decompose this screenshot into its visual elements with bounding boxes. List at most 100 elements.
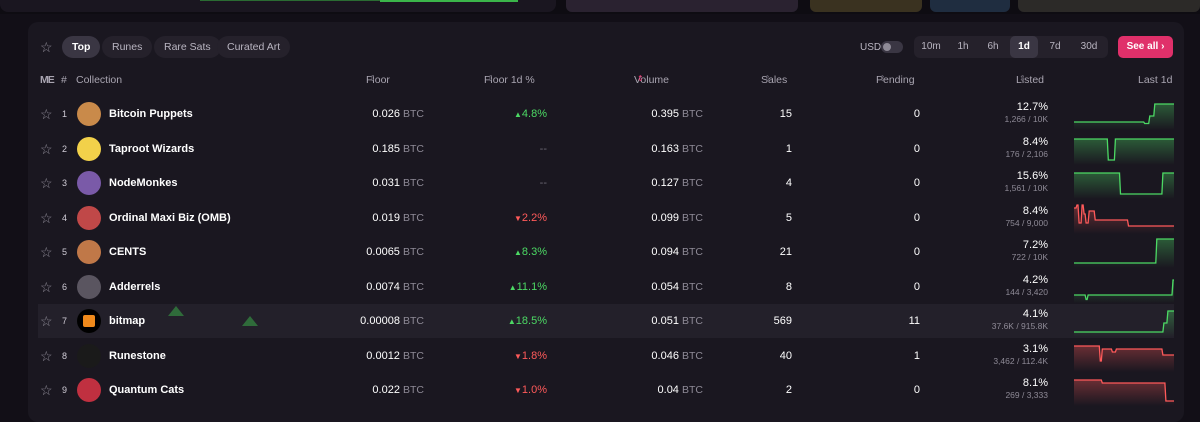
header-rank: # xyxy=(61,74,67,86)
collection-avatar[interactable] xyxy=(77,205,101,230)
pending-value: 0 xyxy=(913,177,920,189)
favorite-star-icon[interactable]: ☆ xyxy=(40,244,53,260)
collection-avatar[interactable] xyxy=(77,240,101,264)
tab-curated-art[interactable]: Curated Art xyxy=(217,36,291,58)
volume-number: 0.395 xyxy=(651,108,679,120)
volume-unit: BTC xyxy=(682,108,703,120)
tab-rare-sats[interactable]: Rare Sats xyxy=(154,36,221,58)
floor-unit: BTC xyxy=(403,177,424,189)
collection-avatar[interactable] xyxy=(77,136,101,161)
listed-count: 1,266 / 10K xyxy=(1004,114,1048,124)
sales-value: 1 xyxy=(785,142,792,155)
floor-value: 0.0012 BTC xyxy=(366,339,424,373)
listed-cell: 15.6% 1,561 / 10K xyxy=(968,170,1048,194)
favorite-star-icon[interactable]: ☆ xyxy=(40,382,53,398)
collection-avatar[interactable] xyxy=(77,274,101,299)
bitmap-logo-icon xyxy=(83,315,95,327)
sparkline-area xyxy=(1074,204,1174,234)
volume-number: 0.046 xyxy=(651,349,679,362)
floor-change: ▲8.3% xyxy=(514,235,547,269)
magic-eden-logo-icon: ME xyxy=(40,74,55,86)
timeframe-30d[interactable]: 30d xyxy=(1080,41,1098,52)
listed-percent: 4.2% xyxy=(1022,273,1048,286)
tab-runes[interactable]: Runes xyxy=(102,36,153,58)
volume-unit: BTC xyxy=(682,280,703,293)
floor-number: 0.00008 xyxy=(360,315,400,327)
top-strip xyxy=(0,0,1200,14)
sparkline-line xyxy=(1074,344,1174,362)
sparkline-area xyxy=(1074,173,1174,199)
pending-value: 1 xyxy=(913,349,920,362)
header-pending-label: Pending xyxy=(876,74,915,86)
volume-number: 0.094 xyxy=(651,246,679,258)
listed-cell: 3.1% 3,462 / 112.4K xyxy=(968,343,1048,367)
timeframe-7d[interactable]: 7d xyxy=(1049,41,1061,52)
listed-percent: 12.7% xyxy=(1016,101,1048,113)
sort-icon: ⇕ xyxy=(764,74,771,83)
collection-name[interactable]: Runestone xyxy=(109,349,166,362)
banner-image[interactable] xyxy=(930,0,1010,12)
collection-name[interactable]: NodeMonkes xyxy=(109,177,178,189)
favorite-star-icon[interactable]: ☆ xyxy=(40,175,53,191)
floor-change-value: 8.3% xyxy=(521,246,547,258)
favorite-star-icon[interactable]: ☆ xyxy=(40,347,53,364)
floor-number: 0.031 xyxy=(372,177,400,189)
sparkline-line xyxy=(1074,278,1174,300)
volume-number: 0.163 xyxy=(651,142,679,155)
floor-number: 0.0065 xyxy=(366,246,400,258)
volume-value: 0.04 BTC xyxy=(658,373,703,407)
usd-toggle[interactable] xyxy=(881,41,903,53)
collection-name[interactable]: Taproot Wizards xyxy=(109,142,195,155)
collection-avatar[interactable] xyxy=(77,343,101,368)
collection-name[interactable]: Ordinal Maxi Biz (OMB) xyxy=(109,211,231,224)
favorite-star-icon[interactable]: ☆ xyxy=(40,106,53,122)
table-row[interactable]: ☆ 4 Ordinal Maxi Biz (OMB) 0.019 BTC ▼2.2% 0.… xyxy=(38,201,1174,235)
collection-name[interactable]: Bitcoin Puppets xyxy=(109,108,193,120)
table-row[interactable]: ☆ 8 Runestone 0.0012 BTC ▼1.8% 0.046 BTC 40 1 3.… xyxy=(38,339,1174,373)
favorite-star-icon[interactable]: ☆ xyxy=(40,313,53,329)
volume-number: 0.04 xyxy=(657,384,679,396)
favorite-star-icon[interactable]: ☆ xyxy=(40,140,53,157)
row-rank: 6 xyxy=(62,281,68,292)
see-all-button[interactable]: See all › xyxy=(1118,36,1173,58)
favorite-star-icon[interactable]: ☆ xyxy=(40,278,53,295)
timeframe-10m[interactable]: 10m xyxy=(921,41,941,52)
collection-name[interactable]: bitmap xyxy=(109,315,146,327)
volume-value: 0.094 BTC xyxy=(651,235,703,269)
row-rank: 9 xyxy=(62,385,68,395)
banner-image[interactable] xyxy=(810,0,922,12)
tab-top[interactable]: Top xyxy=(62,36,101,58)
favorite-star-icon[interactable]: ☆ xyxy=(40,209,53,226)
sparkline-line xyxy=(1074,203,1174,227)
timeframe-1h[interactable]: 1h xyxy=(957,41,969,52)
table-row[interactable]: ☆ 1 Bitcoin Puppets 0.026 BTC ▲4.8% 0.395 BTC… xyxy=(38,97,1174,131)
table-row[interactable]: ☆ 2 Taproot Wizards 0.185 BTC -- 0.163 BTC 1 0 8… xyxy=(38,132,1174,166)
timeframe-1d[interactable]: 1d xyxy=(1010,36,1038,58)
collection-avatar[interactable] xyxy=(77,378,101,402)
collection-name[interactable]: Quantum Cats xyxy=(109,384,185,396)
header-floor-label: Floor xyxy=(366,74,390,86)
banner-image[interactable] xyxy=(1018,0,1200,12)
collection-name[interactable]: Adderrels xyxy=(109,280,161,293)
listed-count: 3,462 / 112.4K xyxy=(993,355,1048,366)
table-row[interactable]: ☆ 6 Adderrels 0.0074 BTC ▲11.1% 0.054 BTC 8 0 4.… xyxy=(38,270,1174,304)
chevron-right-icon: › xyxy=(1161,41,1165,52)
sparkline-chart xyxy=(1074,344,1174,372)
listed-count: 1,561 / 10K xyxy=(1004,183,1048,193)
collection-avatar[interactable] xyxy=(77,102,101,126)
table-row[interactable]: ☆ 3 NodeMonkes 0.031 BTC -- 0.127 BTC 4 0 15.6% 1… xyxy=(38,166,1174,200)
table-row[interactable]: ☆ 7 bitmap 0.00008 BTC ▲18.5% 0.051 BTC 569 11 4… xyxy=(38,304,1174,338)
listed-count: 722 / 10K xyxy=(1011,252,1048,262)
collection-name[interactable]: CENTS xyxy=(109,246,147,258)
floor-unit: BTC xyxy=(403,349,424,362)
collection-avatar[interactable] xyxy=(77,309,101,333)
table-row[interactable]: ☆ 9 Quantum Cats 0.022 BTC ▼1.0% 0.04 BTC 2 0 8.… xyxy=(38,373,1174,407)
volume-number: 0.054 xyxy=(651,280,679,293)
timeframe-6h[interactable]: 6h xyxy=(987,41,999,52)
favorites-star-icon[interactable]: ☆ xyxy=(40,39,53,55)
listed-percent: 7.2% xyxy=(1022,239,1048,251)
table-row[interactable]: ☆ 5 CENTS 0.0065 BTC ▲8.3% 0.094 BTC 21 0 7.2% 72… xyxy=(38,235,1174,269)
collection-avatar[interactable] xyxy=(77,171,101,195)
banner-image[interactable] xyxy=(566,0,798,12)
floor-unit: BTC xyxy=(403,211,424,224)
